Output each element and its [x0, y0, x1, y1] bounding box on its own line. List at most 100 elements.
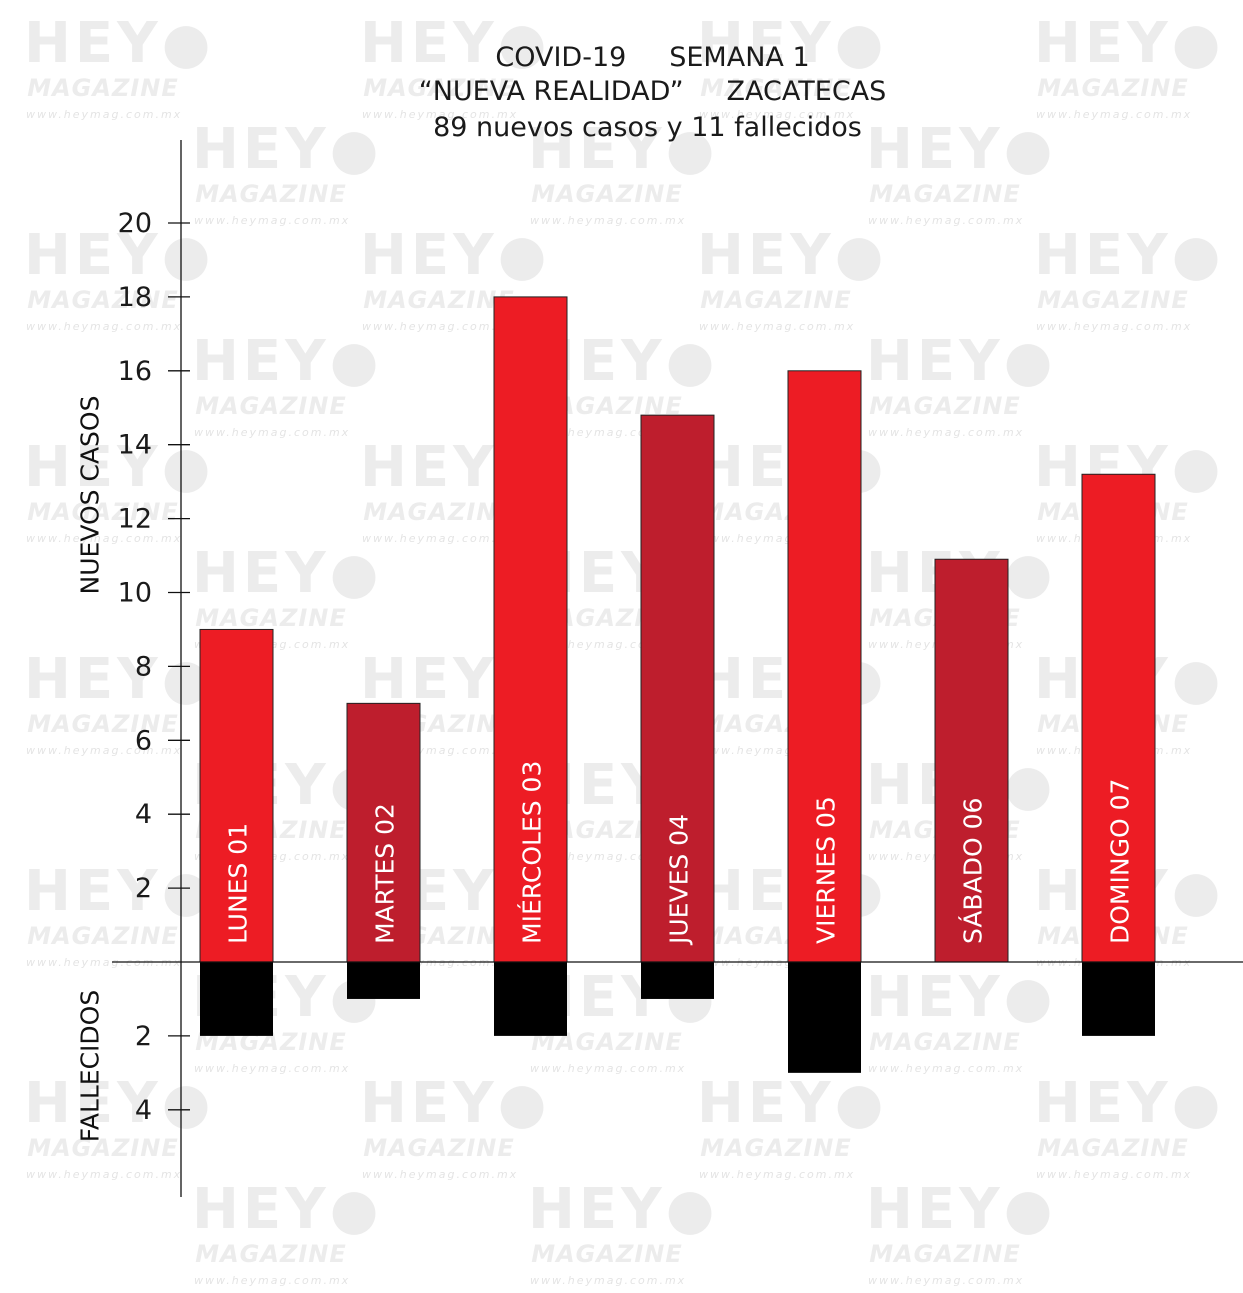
y-tick-label: 4 — [135, 1095, 152, 1126]
bar-cases — [199, 628, 274, 963]
labels-layer: LUNES 01 MARTES 02 MIÉRCOLES 03 JUEVES 04 VI… — [118, 208, 1135, 1126]
watermark-brand: HEY● — [360, 223, 551, 288]
watermark-sub: MAGAZINE — [869, 1240, 1021, 1268]
watermark-url: www.heymag.com.mx — [26, 1168, 183, 1181]
y-axis-label-cases: NUEVOS CASOS — [75, 395, 105, 595]
bar-deaths — [641, 962, 714, 999]
bar-cases — [346, 702, 421, 963]
watermark-sub: MAGAZINE — [363, 498, 515, 526]
y-axis-label-deaths: FALLECIDOS — [75, 989, 105, 1143]
watermark-url: www.heymag.com.mx — [530, 214, 687, 227]
watermark-url: www.heymag.com.mx — [699, 108, 856, 121]
bar-cases — [493, 296, 568, 963]
bar-deaths — [494, 962, 567, 1036]
watermark-sub: MAGAZINE — [869, 180, 1021, 208]
watermark-brand: HEY● — [528, 117, 719, 182]
category-label: JUEVES 04 — [665, 814, 694, 946]
watermark-brand: HEY● — [24, 223, 215, 288]
bar-cases — [1081, 473, 1156, 963]
bar-deaths — [1082, 962, 1155, 1036]
watermark-sub: MAGAZINE — [363, 74, 515, 102]
watermark-brand: HEY● — [192, 117, 383, 182]
watermark-brand: HEY● — [360, 1071, 551, 1136]
category-label: VIERNES 05 — [812, 796, 841, 944]
watermark-brand: HEY● — [528, 1177, 719, 1242]
watermark-url: www.heymag.com.mx — [699, 320, 856, 333]
watermark-brand: HEY● — [866, 965, 1057, 1030]
watermark-url: www.heymag.com.mx — [362, 1168, 519, 1181]
watermark-logo: HEY●MAGAZINE www.heymag.com.mx — [697, 223, 888, 339]
watermark-url: www.heymag.com.mx — [26, 744, 183, 757]
watermark-brand: HEY● — [24, 11, 215, 76]
watermark-sub: MAGAZINE — [363, 1134, 515, 1162]
axes-layer — [112, 140, 1243, 1197]
watermark-url: www.heymag.com.mx — [362, 320, 519, 333]
watermark-sub: MAGAZINE — [195, 392, 347, 420]
category-label: MIÉRCOLES 03 — [518, 761, 547, 944]
watermark-brand: HEY● — [360, 11, 551, 76]
category-label: LUNES 01 — [224, 823, 253, 944]
watermark-brand: HEY● — [1034, 1071, 1225, 1136]
watermark-sub: MAGAZINE — [1037, 74, 1189, 102]
watermark-sub: MAGAZINE — [700, 74, 852, 102]
watermark-sub: MAGAZINE — [700, 286, 852, 314]
watermark-url: www.heymag.com.mx — [530, 1062, 687, 1075]
y-tick-label: 2 — [135, 873, 152, 904]
watermark-sub: MAGAZINE — [195, 180, 347, 208]
watermark-logo: HEY●MAGAZINE www.heymag.com.mx — [528, 117, 719, 233]
watermark-brand: HEY● — [697, 1071, 888, 1136]
watermark-url: www.heymag.com.mx — [868, 1062, 1025, 1075]
watermark-url: www.heymag.com.mx — [699, 1168, 856, 1181]
watermark-url: www.heymag.com.mx — [26, 320, 183, 333]
watermark-sub: MAGAZINE — [27, 1134, 179, 1162]
category-label: SÁBADO 06 — [959, 798, 988, 944]
watermark-sub: MAGAZINE — [1037, 1134, 1189, 1162]
bars-layer — [199, 296, 1156, 1073]
watermark-brand: HEY● — [866, 1177, 1057, 1242]
watermark-sub: MAGAZINE — [195, 1240, 347, 1268]
watermark-sub: MAGAZINE — [27, 498, 179, 526]
watermark-brand: HEY● — [1034, 223, 1225, 288]
category-label: DOMINGO 07 — [1106, 779, 1135, 944]
y-tick-label: 2 — [135, 1021, 152, 1052]
watermark-url: www.heymag.com.mx — [194, 1062, 351, 1075]
watermark-sub: MAGAZINE — [531, 180, 683, 208]
watermark-brand: HEY● — [697, 11, 888, 76]
watermark-sub: MAGAZINE — [27, 286, 179, 314]
y-tick-label: 6 — [135, 725, 152, 756]
watermark-logo: HEY●MAGAZINE www.heymag.com.mx — [360, 1071, 551, 1187]
watermark-logo: HEY●MAGAZINE www.heymag.com.mx — [1034, 1071, 1225, 1187]
watermark-logo: HEY●MAGAZINE www.heymag.com.mx — [697, 11, 888, 127]
y-tick-label: 10 — [118, 578, 152, 609]
watermark-url: www.heymag.com.mx — [26, 532, 183, 545]
watermark-brand: HEY● — [24, 1071, 215, 1136]
watermark-brand: HEY● — [192, 329, 383, 394]
watermark-url: www.heymag.com.mx — [194, 214, 351, 227]
watermark-url: www.heymag.com.mx — [26, 108, 183, 121]
watermark-brand: HEY● — [192, 541, 383, 606]
bar-deaths — [347, 962, 420, 999]
watermark-url: www.heymag.com.mx — [868, 426, 1025, 439]
watermark-brand: HEY● — [697, 223, 888, 288]
watermark-sub: MAGAZINE — [869, 392, 1021, 420]
y-tick-label: 8 — [135, 651, 152, 682]
bar-deaths — [788, 962, 861, 1073]
watermark-brand: HEY● — [1034, 11, 1225, 76]
watermark-logo: HEY●MAGAZINE www.heymag.com.mx — [192, 117, 383, 233]
watermark-url: www.heymag.com.mx — [1036, 1168, 1193, 1181]
